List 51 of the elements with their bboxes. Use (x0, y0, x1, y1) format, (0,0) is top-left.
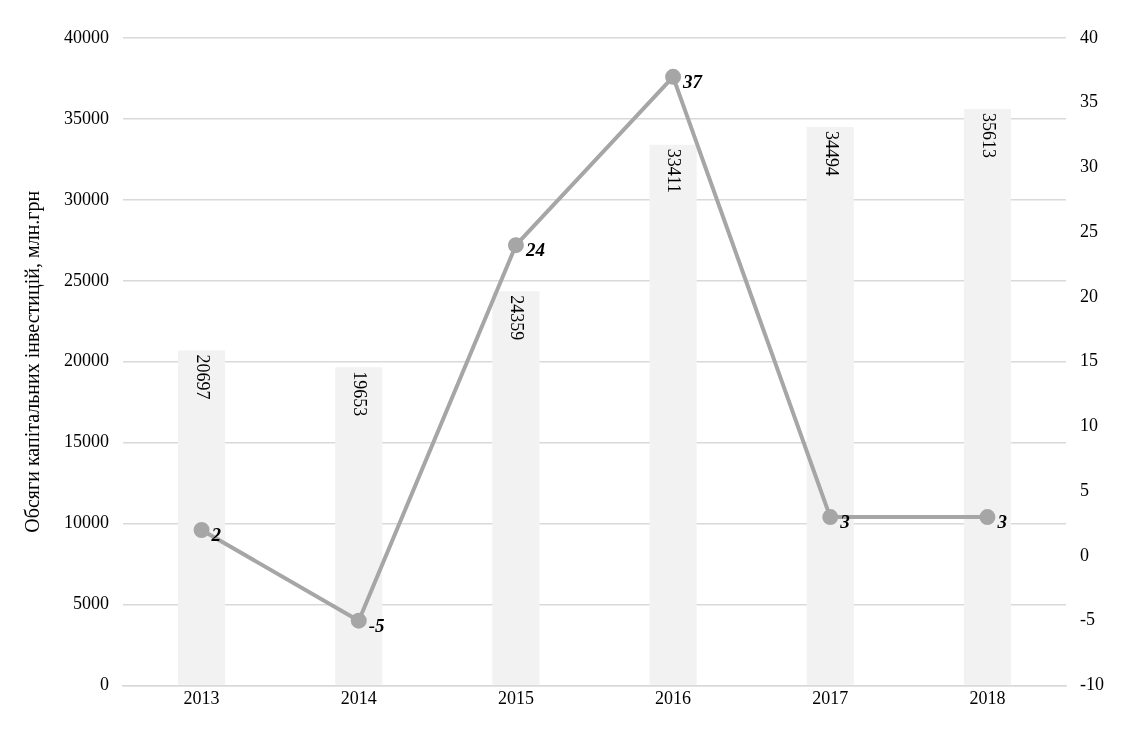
y2-tick-label: 5 (1080, 479, 1090, 500)
data-label: 20697 (192, 354, 213, 400)
point (350, 612, 367, 629)
y2-tick-label: -5 (1080, 609, 1096, 630)
y-tick-label: 30000 (64, 188, 109, 209)
data-label: 19653 (350, 371, 371, 417)
point (193, 522, 210, 539)
data-label: -5 (368, 614, 386, 636)
point (507, 237, 524, 254)
x-tick-label: 2017 (812, 687, 849, 708)
y2-tick-label: 15 (1080, 350, 1099, 371)
data-label: 3 (996, 510, 1007, 532)
y-tick-label: 15000 (64, 431, 109, 452)
data-label: 24 (524, 239, 545, 261)
point (979, 509, 996, 526)
data-label: 33411 (664, 148, 685, 193)
data-label: 37 (682, 70, 704, 92)
data-label: 2 (210, 523, 222, 545)
data-label: 3 (839, 510, 850, 532)
y-tick-label: 5000 (73, 593, 109, 614)
bar (649, 144, 697, 685)
x-tick-label: 2015 (497, 687, 534, 708)
point (822, 509, 839, 526)
point (665, 68, 682, 85)
y2-tick-label: 10 (1080, 415, 1099, 436)
data-label: 34494 (821, 131, 842, 177)
y-tick-label: 40000 (64, 26, 109, 47)
y2-tick-label: 35 (1080, 91, 1099, 112)
data-label: 24359 (507, 295, 528, 341)
bar (335, 367, 383, 685)
y2-tick-label: 20 (1080, 285, 1099, 306)
x-tick-label: 2013 (183, 687, 220, 708)
y-axis-title: Обсяги капітальних інвестицій, млн.грн (21, 190, 45, 533)
x-tick-label: 2014 (340, 687, 377, 708)
y2-tick-label: 0 (1080, 544, 1090, 565)
x-tick-label: 2016 (655, 687, 692, 708)
bar (963, 109, 1011, 685)
y2-tick-label: -10 (1080, 674, 1105, 695)
y-tick-label: 20000 (64, 350, 109, 371)
y2-tick-label: 40 (1080, 26, 1099, 47)
x-tick-label: 2018 (969, 687, 1006, 708)
y-tick-label: 10000 (64, 512, 109, 533)
y-tick-label: 25000 (64, 269, 109, 290)
y2-tick-label: 25 (1080, 220, 1099, 241)
y-tick-label: 35000 (64, 107, 109, 128)
bar (806, 127, 854, 685)
bar (492, 291, 540, 685)
y2-tick-label: 30 (1080, 156, 1099, 177)
data-label: 35613 (978, 113, 999, 158)
y-tick-label: 0 (100, 674, 109, 695)
bar (178, 350, 226, 685)
